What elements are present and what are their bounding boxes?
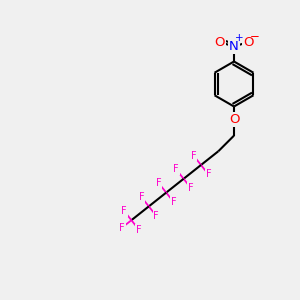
- Text: −: −: [250, 30, 260, 43]
- Text: F: F: [156, 178, 162, 188]
- Text: F: F: [206, 169, 211, 179]
- Text: F: F: [119, 223, 125, 233]
- Text: F: F: [121, 206, 127, 216]
- Text: F: F: [191, 151, 197, 160]
- Text: F: F: [153, 211, 159, 221]
- Text: O: O: [243, 35, 254, 49]
- Text: O: O: [214, 35, 225, 49]
- Text: F: F: [139, 192, 144, 202]
- Text: N: N: [229, 40, 239, 53]
- Text: O: O: [229, 112, 239, 126]
- Text: +: +: [235, 33, 243, 43]
- Text: F: F: [171, 197, 176, 207]
- Text: F: F: [136, 225, 142, 235]
- Text: F: F: [188, 183, 194, 193]
- Text: F: F: [173, 164, 179, 174]
